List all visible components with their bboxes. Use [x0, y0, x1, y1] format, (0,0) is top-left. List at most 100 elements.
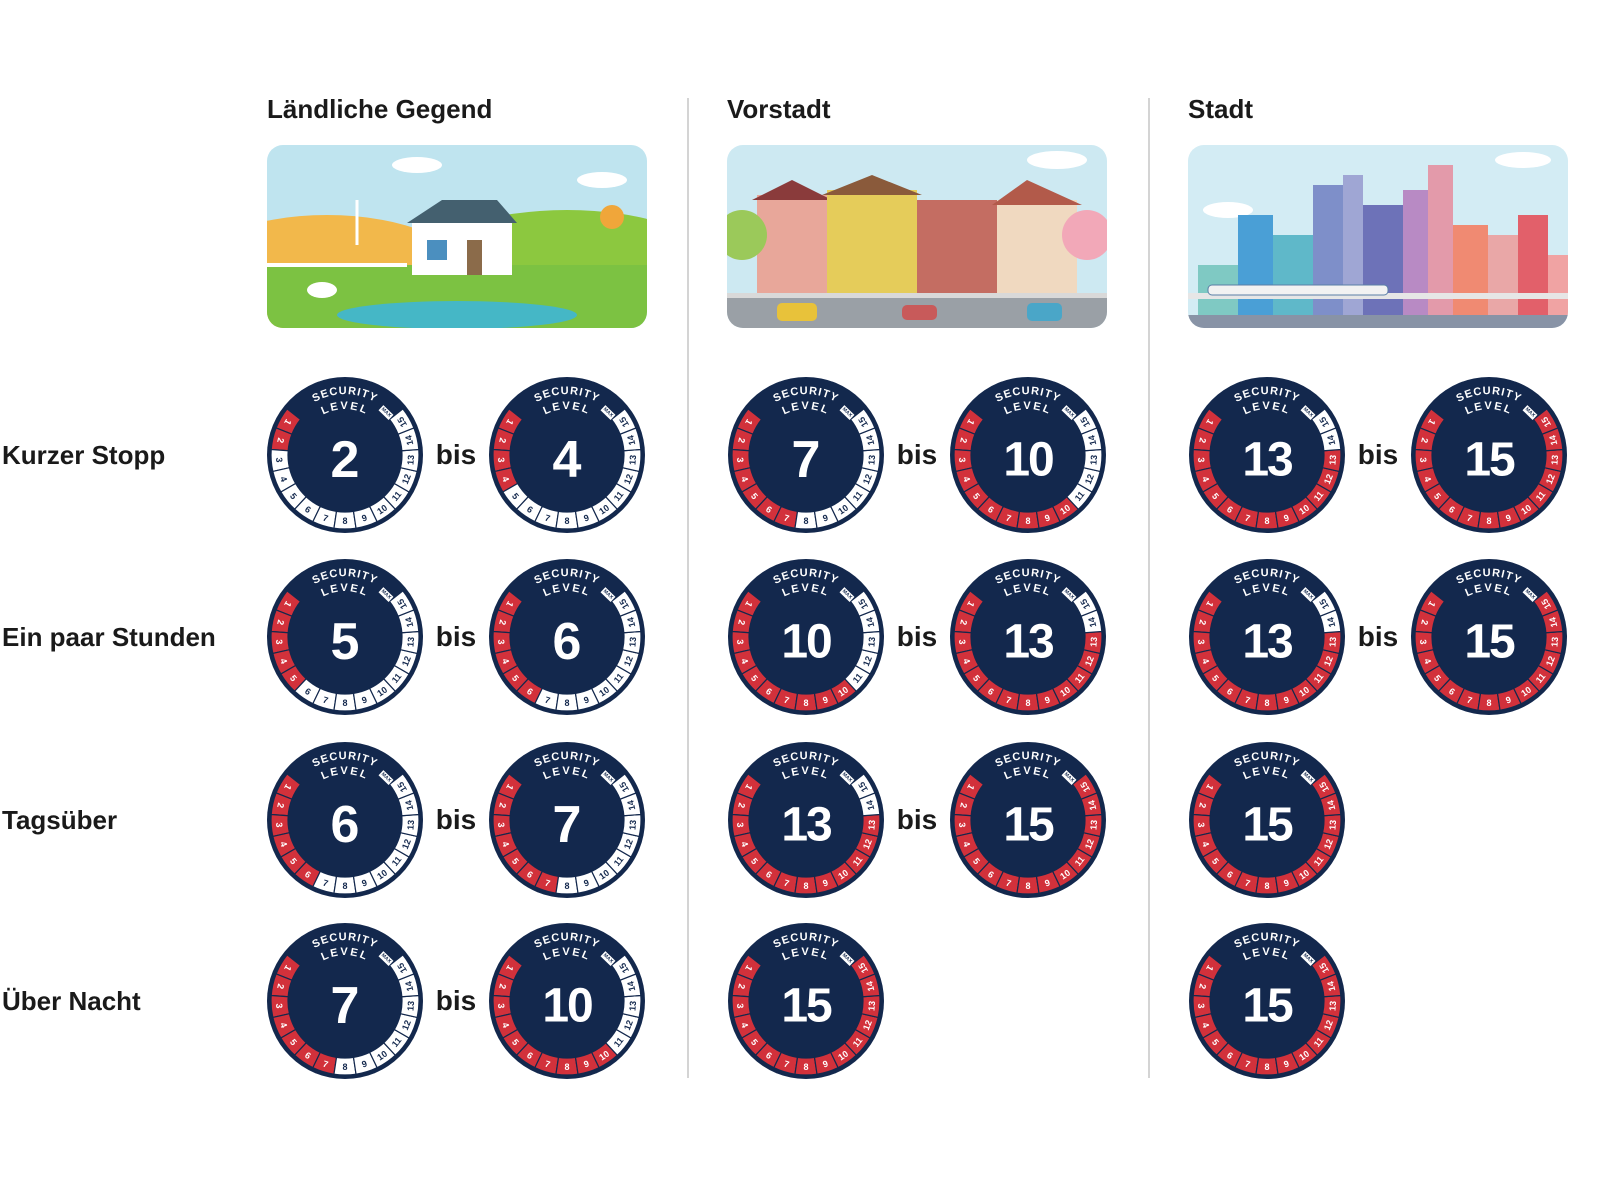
svg-text:6: 6 — [1447, 504, 1457, 515]
svg-text:1: 1 — [282, 782, 293, 791]
level-text: LEVEL — [319, 946, 370, 963]
svg-text:2: 2 — [275, 802, 286, 809]
svg-text:10: 10 — [375, 685, 389, 699]
svg-text:14: 14 — [403, 616, 415, 628]
svg-text:12: 12 — [861, 1019, 874, 1032]
level-segment-11: 11 — [843, 847, 871, 876]
level-text: LEVEL — [319, 582, 370, 599]
level-segment-12: 12 — [854, 466, 879, 493]
max-tag — [600, 770, 616, 785]
level-segment-15: 15 — [388, 954, 415, 981]
level-segment-13: 13 — [1321, 813, 1342, 838]
svg-text:1: 1 — [965, 599, 976, 608]
svg-text:10: 10 — [597, 685, 611, 699]
level-number: 7 — [553, 796, 582, 854]
svg-text:14: 14 — [625, 980, 637, 992]
svg-text:8: 8 — [564, 1062, 569, 1072]
range-connector: bis — [435, 804, 477, 835]
svg-text:7: 7 — [783, 513, 791, 524]
svg-text:15: 15 — [1078, 597, 1092, 611]
svg-text:15: 15 — [617, 415, 631, 429]
svg-text:7: 7 — [322, 695, 330, 706]
svg-text:1: 1 — [1204, 599, 1215, 608]
svg-text:8: 8 — [1264, 1062, 1269, 1072]
min-level-badge: 1 2 3 4 5 6 7 8 9 10 11 12 13 14 15 MAX SECURITY LEVEL 7 — [726, 375, 886, 535]
svg-text:12: 12 — [1083, 655, 1096, 668]
svg-text:9: 9 — [583, 695, 591, 706]
svg-text:15: 15 — [1317, 780, 1331, 794]
max-tag — [1300, 770, 1316, 785]
level-segment-8: 8 — [1016, 510, 1040, 530]
svg-text:7: 7 — [544, 878, 552, 889]
svg-text:5: 5 — [510, 673, 521, 683]
max-tag — [600, 587, 616, 602]
svg-text:12: 12 — [1322, 1019, 1335, 1032]
rural-illustration — [267, 145, 647, 328]
svg-text:8: 8 — [1264, 516, 1269, 526]
svg-text:5: 5 — [1210, 673, 1221, 683]
svg-text:3: 3 — [1196, 639, 1206, 645]
svg-text:4: 4 — [739, 1021, 750, 1029]
svg-text:13: 13 — [627, 455, 638, 466]
svg-text:6: 6 — [764, 504, 774, 515]
level-segment-12: 12 — [393, 831, 418, 858]
svg-text:14: 14 — [403, 799, 415, 811]
level-text: LEVEL — [780, 765, 831, 782]
svg-text:1: 1 — [1204, 782, 1215, 791]
suburb-illustration — [727, 145, 1107, 328]
svg-text:14: 14 — [864, 799, 876, 811]
level-number: 13 — [781, 799, 831, 852]
svg-text:9: 9 — [822, 513, 830, 524]
svg-text:5: 5 — [510, 491, 521, 501]
svg-text:8: 8 — [1264, 881, 1269, 891]
level-segment-13: 13 — [1082, 630, 1103, 655]
row-label: Ein paar Stunden — [2, 622, 216, 652]
svg-text:9: 9 — [1044, 878, 1052, 889]
level-segment-11: 11 — [604, 1028, 632, 1057]
level-text: LEVEL — [780, 946, 831, 963]
svg-text:12: 12 — [861, 473, 874, 486]
column-title-rural: Ländliche Gegend — [267, 94, 493, 124]
svg-text:4: 4 — [961, 475, 972, 483]
svg-text:14: 14 — [625, 799, 637, 811]
max-tag — [600, 405, 616, 420]
max-tag — [600, 951, 616, 966]
svg-text:15: 15 — [395, 961, 409, 975]
svg-text:3: 3 — [1418, 639, 1428, 645]
svg-text:14: 14 — [403, 980, 415, 992]
svg-text:14: 14 — [1325, 434, 1337, 446]
level-segment-12: 12 — [854, 1012, 879, 1039]
svg-text:9: 9 — [1044, 513, 1052, 524]
svg-text:13: 13 — [1327, 820, 1338, 831]
svg-text:3: 3 — [1196, 1003, 1206, 1009]
svg-text:7: 7 — [322, 878, 330, 889]
level-text: LEVEL — [1463, 582, 1514, 599]
svg-text:2: 2 — [497, 437, 508, 444]
svg-text:9: 9 — [1044, 695, 1052, 706]
svg-text:2: 2 — [275, 619, 286, 626]
svg-text:3: 3 — [957, 457, 967, 463]
svg-text:12: 12 — [1544, 473, 1557, 486]
min-level-badge: 1 2 3 4 5 6 7 8 9 10 11 12 13 14 15 MAX SECURITY LEVEL 15 — [1187, 740, 1347, 900]
svg-text:14: 14 — [1086, 434, 1098, 446]
level-segment-12: 12 — [615, 1012, 640, 1039]
svg-text:5: 5 — [288, 491, 299, 501]
svg-text:5: 5 — [1210, 1037, 1221, 1047]
svg-text:4: 4 — [1422, 657, 1433, 665]
level-segment-8: 8 — [1255, 692, 1279, 712]
svg-text:15: 15 — [617, 961, 631, 975]
max-level-badge: 1 2 3 4 5 6 7 8 9 10 11 12 13 14 15 MAX SECURITY LEVEL 7 — [487, 740, 647, 900]
level-segment-11: 11 — [382, 1028, 410, 1057]
level-number: 15 — [1003, 799, 1054, 852]
svg-text:13: 13 — [627, 1001, 638, 1012]
svg-text:4: 4 — [1422, 475, 1433, 483]
svg-text:15: 15 — [395, 597, 409, 611]
svg-text:2: 2 — [736, 802, 747, 809]
max-level-badge: 1 2 3 4 5 6 7 8 9 10 11 12 13 14 15 MAX SECURITY LEVEL 15 — [1409, 375, 1569, 535]
svg-text:4: 4 — [1200, 840, 1211, 848]
svg-text:9: 9 — [361, 878, 369, 889]
max-level-badge: 1 2 3 4 5 6 7 8 9 10 11 12 13 14 15 MAX SECURITY LEVEL 15 — [948, 740, 1108, 900]
svg-text:2: 2 — [1197, 437, 1208, 444]
svg-text:12: 12 — [400, 838, 413, 851]
level-number: 2 — [331, 431, 360, 489]
